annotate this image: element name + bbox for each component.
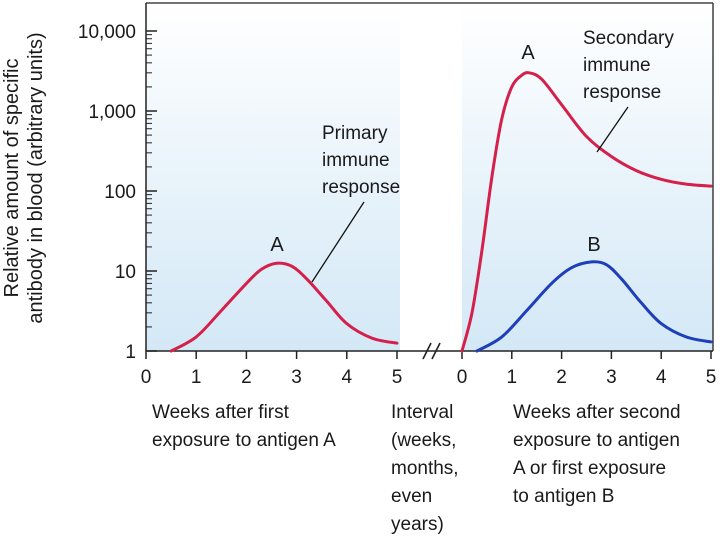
annotation-primary-line3: response xyxy=(322,177,400,198)
primary-response-a-curve xyxy=(169,261,399,353)
x-tick-label: 2 xyxy=(241,367,252,388)
y-axis-label: Relative amount of specific antibody in … xyxy=(1,32,47,323)
x-caption-second-line2: exposure to antigen xyxy=(513,430,680,451)
x-tick-label: 2 xyxy=(556,367,567,388)
x-tick-label: 1 xyxy=(507,367,518,388)
x-tick-label: 0 xyxy=(457,367,468,388)
x-caption-second-line3: A or first exposure xyxy=(513,458,666,479)
x-tick-label: 4 xyxy=(656,367,667,388)
response-curves xyxy=(169,71,713,353)
y-tick-label: 10,000 xyxy=(78,22,136,43)
primary-response-b-curve xyxy=(475,260,713,353)
annotation-secondary-response: Secondary immune response xyxy=(583,28,674,153)
interval-caption-line1: Interval xyxy=(391,402,453,423)
y-tick-label: 10 xyxy=(115,262,136,283)
x-tick-label: 4 xyxy=(342,367,353,388)
x-caption-second-line1: Weeks after second xyxy=(513,402,681,423)
y-axis-ticks xyxy=(146,30,157,352)
interval-caption-line5: years) xyxy=(391,514,444,535)
series-label-primary-a: A xyxy=(270,234,284,256)
y-axis-label-line1: Relative amount of specific xyxy=(1,58,23,297)
x-caption-second-line4: to antigen B xyxy=(513,486,614,507)
annotation-secondary-line2: immune xyxy=(583,55,651,76)
x-caption-first-line2: exposure to antigen A xyxy=(152,430,336,451)
x-axis-ticks xyxy=(145,351,712,359)
annotation-secondary-line3: response xyxy=(583,82,661,103)
x-tick-label: 3 xyxy=(291,367,302,388)
series-label-b: B xyxy=(587,234,600,256)
y-tick-label: 100 xyxy=(104,182,136,203)
x-caption-first-line1: Weeks after first xyxy=(152,402,290,423)
secondary-response-a-curve xyxy=(460,71,713,353)
x-tick-label: 0 xyxy=(141,367,152,388)
x-caption-first: Weeks after first exposure to antigen A xyxy=(152,402,336,451)
x-tick-label: 5 xyxy=(706,367,717,388)
x-tick-label: 1 xyxy=(191,367,202,388)
annotation-secondary-leader xyxy=(596,106,629,153)
x-tick-label: 5 xyxy=(392,367,403,388)
x-caption-second: Weeks after second exposure to antigen A… xyxy=(513,402,681,507)
annotation-secondary-line1: Secondary xyxy=(583,28,674,49)
series-label-secondary-a: A xyxy=(521,42,535,64)
x-tick-label: 3 xyxy=(606,367,617,388)
y-tick-label: 1 xyxy=(125,342,136,363)
annotation-primary-response: Primary immune response xyxy=(311,123,400,283)
y-axis-label-line2: antibody in blood (arbitrary units) xyxy=(25,32,47,323)
interval-caption-line4: even xyxy=(391,486,432,507)
y-tick-label: 1,000 xyxy=(88,102,136,123)
axis-break-gap xyxy=(400,3,462,351)
x-axis-tick-labels: 0 1 2 3 4 5 0 1 2 3 4 5 xyxy=(141,367,717,388)
annotation-primary-line1: Primary xyxy=(322,123,388,144)
interval-caption-line3: months, xyxy=(391,458,459,479)
x-caption-interval: Interval (weeks, months, even years) xyxy=(391,402,459,535)
axis-break-marks xyxy=(422,342,441,360)
interval-caption-line2: (weeks, xyxy=(391,430,456,451)
y-axis-tick-labels: 1 10 100 1,000 10,000 xyxy=(78,22,136,363)
annotation-primary-leader xyxy=(311,201,365,283)
annotation-primary-line2: immune xyxy=(322,150,390,171)
